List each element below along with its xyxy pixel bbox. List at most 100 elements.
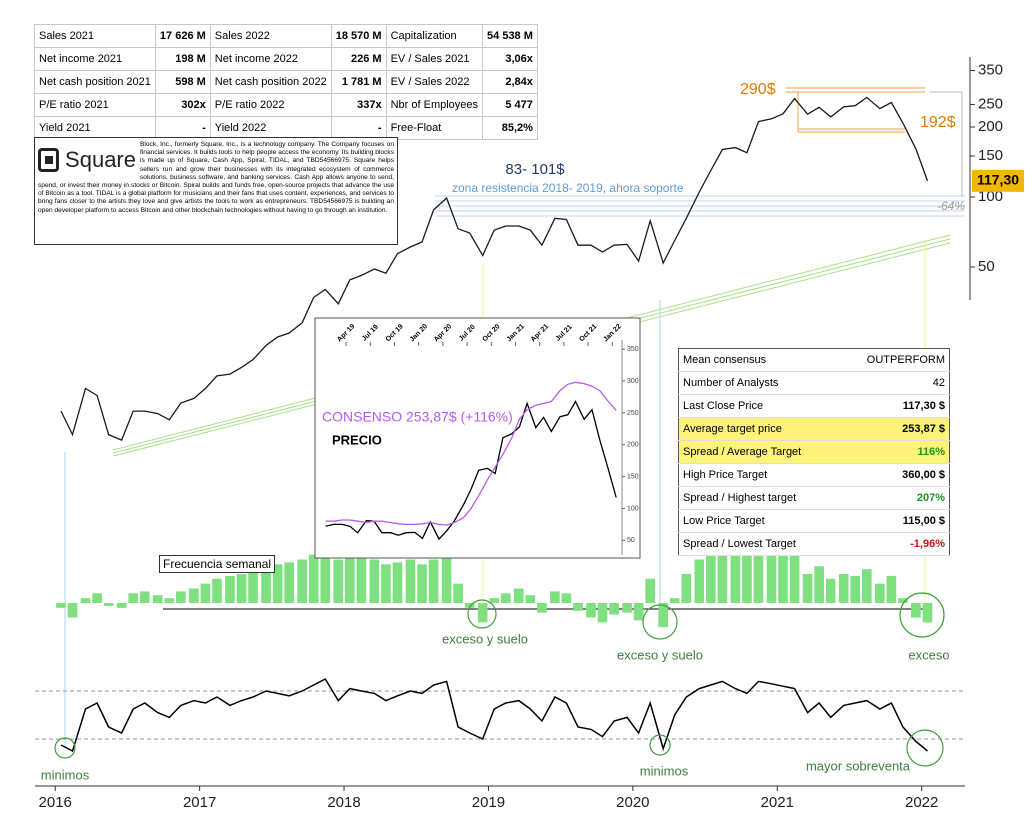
histogram-bar [694,559,705,603]
table-row: Spread / Average Target 116% [678,440,950,464]
table-label: Net cash position 2021 [34,70,156,94]
table-row: Average target price 253,87 $ [678,417,950,441]
consensus-table: Mean consensus OUTPERFORM Number of Analys… [678,348,950,556]
histogram-bar [573,603,583,611]
histogram-bar [789,554,800,603]
inset-y-tick-label: 200 [627,442,639,449]
x-tick-label: 2017 [183,794,216,811]
table-value: 42 [839,371,950,395]
histogram-bar [766,546,777,603]
annotation: 192$ [920,114,956,131]
oscillator-line [60,678,928,753]
histogram-bar [550,591,560,603]
histogram-bar [308,554,319,603]
histogram-bar [56,603,66,608]
histogram-bar [513,588,524,603]
histogram-bar [356,556,367,603]
histogram-bar [212,578,222,603]
annotation: mayor sobreventa [806,758,911,773]
table-row: Low Price Target 115,00 $ [678,509,950,533]
histogram-bar [681,574,692,603]
annotation: 290$ [740,81,776,98]
histogram-bar [886,575,897,603]
histogram-bar [236,574,247,603]
table-value: 226 M [330,47,387,71]
histogram-bar [633,603,644,621]
histogram-bar [597,603,608,623]
table-label: P/E ratio 2022 [209,93,332,117]
histogram-bar [369,559,380,603]
histogram-bar [261,566,271,603]
histogram-bar [441,554,452,603]
x-tick-label: 2021 [761,794,794,811]
histogram-bar [381,564,391,603]
annotation-box: Frecuencia semanal [159,555,276,573]
table-row: Number of Analysts 42 [678,371,950,395]
price-line [325,381,617,526]
x-tick-label: 2018 [327,794,360,811]
histogram-bar [345,554,355,603]
inset-y-tick-label: 350 [627,346,639,353]
table-value: 3,06x [482,47,538,71]
histogram-bar [464,603,475,608]
y-tick-label: 50 [978,258,995,275]
histogram-bar [453,583,463,603]
histogram-bar [525,595,536,603]
y-tick-label: 250 [978,95,1003,112]
table-label: Nbr of Employees [385,93,484,117]
y-tick-label: 100 [978,188,1003,205]
table-label: Spread / Highest target [678,486,840,510]
histogram-bar [561,593,572,603]
highlight-circle [642,604,678,640]
histogram-bar [658,603,668,628]
histogram-bar [500,593,511,603]
annotation: zona resistencia 2018- 2019, ahora sopor… [452,181,684,195]
x-tick-label: 2019 [472,794,505,811]
table-label: Sales 2022 [209,24,332,48]
price-badge-label: 117,30 [977,172,1019,188]
table-label: Yield 2021 [34,116,156,140]
company-box: Square Block, Inc., formerly Square, Inc… [34,137,398,245]
histogram-bar [417,564,427,603]
inset-y-tick-label: 150 [627,473,639,480]
inset-frame [314,317,641,559]
table-value: 18 570 M [330,24,387,48]
histogram-bar [922,603,933,623]
histogram-bar [898,598,908,603]
histogram-bar [176,591,186,603]
highlight-circle [649,734,671,756]
table-row: Net cash position 2021 598 M Net cash posi… [34,70,538,94]
table-value: -1,96% [839,532,950,556]
table-row: Mean consensus OUTPERFORM [678,348,950,372]
histogram-bar [489,598,500,603]
histogram-bar [778,549,788,603]
histogram-bar [116,603,127,608]
table-value: 5 477 [482,93,538,117]
annotation: -64% [937,199,965,213]
histogram-bar [200,583,211,603]
histogram-bar [477,603,488,623]
histogram-bar [814,566,824,603]
table-label: Spread / Lowest Target [678,532,840,556]
histogram-bar [128,593,139,603]
inset-y-tick-label: 250 [627,410,639,417]
histogram-bar [861,569,872,603]
histogram-bar [537,603,547,613]
table-value: 598 M [154,70,211,94]
table-value: 2,84x [482,70,538,94]
histogram-bar [825,578,836,603]
table-value: 117,30 $ [839,394,950,418]
highlight-circle [906,729,944,767]
table-value: 54 538 M [482,24,538,48]
histogram-bar [802,574,813,603]
table-row: Last Close Price 117,30 $ [678,394,950,418]
annotation: minimos [640,763,689,778]
histogram-bar [152,595,163,603]
table-row: P/E ratio 2021 302x P/E ratio 2022 337x Nbr … [34,93,538,117]
histogram-bar [706,549,716,603]
histogram-bar [730,546,741,603]
table-value: 17 626 M [154,24,211,48]
table-value: 207% [839,486,950,510]
x-tick-label: 2022 [905,794,938,811]
